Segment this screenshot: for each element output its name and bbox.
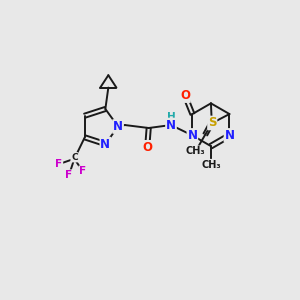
Text: F: F <box>65 170 73 180</box>
Text: O: O <box>180 89 190 102</box>
Text: H: H <box>167 112 176 122</box>
Text: F: F <box>79 166 86 176</box>
Text: F: F <box>55 159 62 169</box>
Text: N: N <box>166 118 176 131</box>
Text: N: N <box>188 129 197 142</box>
Text: S: S <box>208 116 217 130</box>
Text: O: O <box>142 141 152 154</box>
Text: N: N <box>113 120 123 133</box>
Text: CH₃: CH₃ <box>201 160 221 170</box>
Text: N: N <box>224 129 235 142</box>
Text: N: N <box>100 137 110 151</box>
Text: CH₃: CH₃ <box>186 146 206 156</box>
Text: C: C <box>71 153 78 162</box>
